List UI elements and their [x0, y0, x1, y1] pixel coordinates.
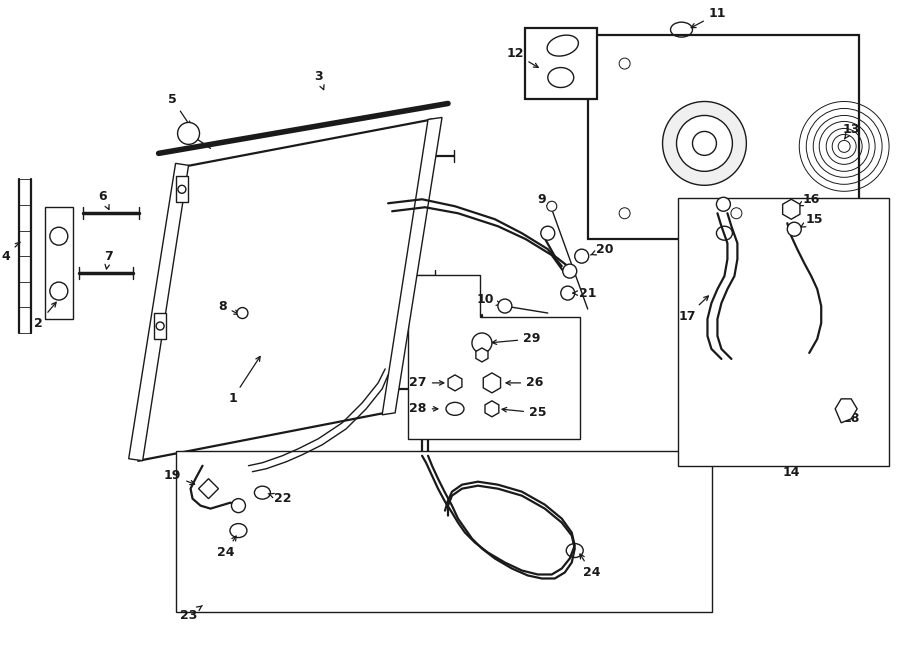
Text: 15: 15	[800, 213, 823, 227]
Text: 9: 9	[537, 193, 552, 207]
Text: 18: 18	[842, 409, 860, 425]
Circle shape	[498, 299, 512, 313]
Text: 6: 6	[98, 190, 109, 210]
Text: 29: 29	[492, 332, 541, 346]
Circle shape	[237, 307, 248, 319]
Circle shape	[731, 208, 742, 219]
Text: 2: 2	[34, 302, 56, 330]
Circle shape	[677, 116, 733, 171]
Polygon shape	[483, 373, 500, 393]
Text: 23: 23	[180, 605, 202, 622]
Circle shape	[619, 208, 630, 219]
Polygon shape	[199, 479, 219, 498]
Circle shape	[231, 498, 246, 513]
Text: 7: 7	[104, 250, 113, 269]
Text: 13: 13	[842, 123, 860, 139]
Text: 28: 28	[410, 403, 437, 415]
Circle shape	[662, 102, 746, 185]
Text: 19: 19	[164, 469, 194, 485]
Circle shape	[472, 333, 492, 353]
Polygon shape	[129, 163, 189, 461]
Text: 4: 4	[2, 242, 20, 262]
Polygon shape	[485, 401, 499, 417]
Text: 8: 8	[218, 299, 238, 314]
Text: 3: 3	[314, 70, 324, 90]
Polygon shape	[783, 199, 800, 219]
Polygon shape	[382, 118, 442, 415]
Polygon shape	[448, 375, 462, 391]
Text: 16: 16	[797, 193, 820, 206]
Text: 1: 1	[228, 356, 260, 405]
Circle shape	[562, 264, 577, 278]
Text: 10: 10	[476, 293, 501, 305]
Polygon shape	[176, 176, 188, 202]
Text: 24: 24	[580, 554, 600, 579]
Text: 25: 25	[502, 407, 546, 419]
Circle shape	[541, 226, 554, 240]
Polygon shape	[45, 208, 73, 319]
Circle shape	[716, 197, 731, 212]
Circle shape	[177, 122, 200, 144]
Text: 5: 5	[168, 93, 190, 126]
Polygon shape	[678, 198, 889, 466]
Polygon shape	[525, 28, 597, 100]
Polygon shape	[176, 451, 713, 612]
Polygon shape	[835, 399, 857, 423]
Polygon shape	[408, 275, 580, 439]
Text: 24: 24	[217, 536, 236, 559]
Text: 27: 27	[410, 376, 444, 389]
Circle shape	[547, 201, 557, 212]
Text: 17: 17	[679, 296, 708, 323]
Circle shape	[692, 132, 716, 155]
Polygon shape	[154, 313, 166, 339]
Polygon shape	[139, 120, 432, 461]
Circle shape	[788, 222, 801, 236]
Polygon shape	[476, 348, 488, 362]
Text: 26: 26	[506, 376, 544, 389]
Text: 20: 20	[590, 243, 614, 256]
Text: 12: 12	[506, 47, 538, 67]
Polygon shape	[588, 34, 860, 239]
Circle shape	[619, 58, 630, 69]
Text: 14: 14	[782, 466, 800, 479]
Text: 21: 21	[573, 287, 597, 299]
Text: 22: 22	[268, 492, 291, 505]
Text: 11: 11	[691, 7, 726, 28]
